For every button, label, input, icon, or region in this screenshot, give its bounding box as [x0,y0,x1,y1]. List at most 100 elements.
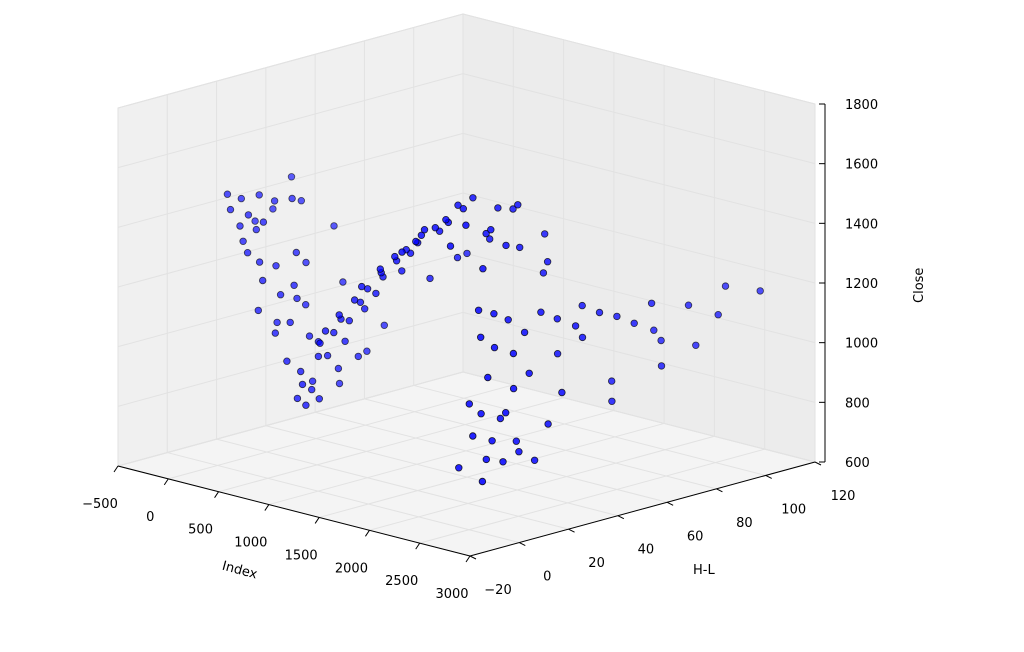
data-point [630,319,638,327]
data-point [465,400,473,408]
data-point [315,395,323,403]
gridline [413,384,766,476]
gridline [462,192,816,284]
y-tick [617,515,625,520]
data-point [488,437,496,445]
data-point [613,312,621,321]
gridline [268,410,614,506]
data-points [223,173,764,486]
data-point [544,420,552,428]
data-point [308,385,316,394]
data-point [354,352,362,361]
y-tick-label: 20 [588,556,605,571]
z-tick-label: 1800 [845,98,878,113]
data-point [647,299,656,307]
data-point [650,326,658,334]
y-tick-label: −20 [484,583,511,598]
data-point [530,456,539,464]
gridline [315,411,668,503]
data-point [558,388,566,397]
data-point [292,248,300,257]
gridline [462,132,816,224]
data-point [271,329,279,337]
data-point [608,397,616,405]
y-tick [568,528,575,533]
gridline [462,73,816,165]
data-point [469,194,477,202]
data-point [541,230,549,238]
x-tick-label: 2000 [335,561,368,576]
x-tick [365,530,370,537]
y-axis-line [469,461,816,557]
data-point [269,205,277,213]
x-tick [113,465,119,473]
data-point [578,333,587,342]
data-point [297,367,305,376]
data-point [502,409,510,417]
gridline [216,438,569,530]
data-point [283,357,291,365]
data-point [255,258,264,266]
data-point [302,301,310,309]
gridline [369,435,715,531]
y-tick [716,488,723,493]
data-point [345,317,353,325]
data-point [553,350,562,358]
data-point [482,229,490,238]
data-point [350,296,359,304]
y-tick-label: 120 [831,489,856,504]
data-point [455,464,463,472]
data-point [223,190,232,198]
data-point [462,221,470,229]
z-tick-label: 1200 [845,277,878,292]
y-tick [765,474,772,479]
data-point [244,211,253,219]
data-point [398,267,406,275]
data-point [486,235,494,243]
gridline [168,384,514,480]
data-point [509,349,518,358]
data-point [334,364,343,373]
data-point [330,222,338,230]
data-point [714,311,722,319]
data-point [293,294,301,303]
x-tick [163,478,169,486]
data-point [293,394,302,403]
gridline [462,13,816,105]
data-point [391,252,399,261]
gridline [319,422,665,518]
data-point [417,231,426,239]
data-point [259,218,268,226]
x-axis-line [117,465,471,557]
x-axis-label: Index [220,559,259,583]
data-point [756,287,764,295]
gridline [462,371,816,463]
data-point [243,248,252,257]
data-point [477,333,485,341]
y-tick [469,555,477,560]
data-point [571,322,580,330]
data-point [479,265,487,273]
z-tick-label: 1400 [845,217,878,232]
data-point [412,237,420,246]
data-point [361,305,369,313]
data-point [463,249,471,258]
data-point [339,278,347,286]
gridline [117,311,464,407]
gridline [364,398,717,490]
data-point [273,318,281,327]
data-point [454,201,462,209]
data-point [302,258,310,267]
z-tick-label: 1600 [845,158,878,173]
data-point [272,262,280,270]
y-tick [519,542,526,547]
data-point [459,204,467,213]
data-point [484,373,492,382]
data-point [276,291,285,299]
data-point [372,289,380,298]
data-point [477,410,485,418]
data-point [286,318,294,327]
z-axis-label: Close [912,268,927,303]
x-tick-label: 3000 [435,587,468,602]
data-point [252,225,260,234]
